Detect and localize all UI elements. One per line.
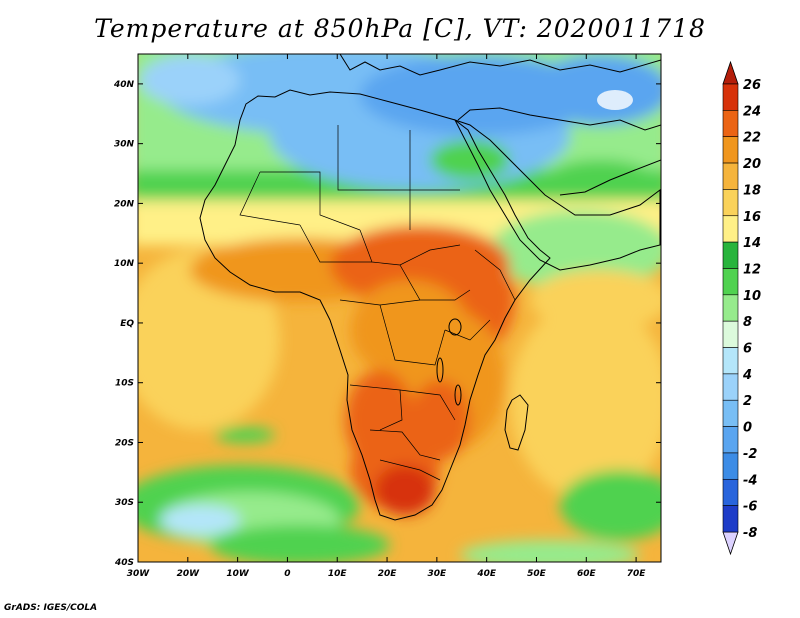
x-tick-label: 20W: [177, 569, 201, 579]
colorbar-segment: [722, 320, 739, 348]
x-tick-label: 50E: [527, 569, 547, 579]
x-tick-label: 30E: [428, 569, 448, 579]
colorbar-over-arrow: [722, 60, 739, 85]
colorbar-label: 18: [743, 183, 761, 198]
colorbar-segment: [722, 373, 739, 401]
colorbar-under-arrow: [722, 531, 739, 556]
y-tick-label: 20S: [115, 438, 134, 448]
map-frame: [137, 53, 662, 563]
colorbar-label: 20: [743, 157, 761, 172]
colorbar-label: 24: [743, 104, 761, 119]
colorbar-segment: [722, 399, 739, 427]
colorbar-label: 22: [743, 131, 761, 146]
colorbar-segment: [722, 347, 739, 375]
axis-ticks: 30W 20W 10W 0 10E 20E 30E 40E 50E 60E 70E 40N 30N 20N…: [113, 54, 661, 579]
colorbar-segment: [722, 110, 739, 138]
colorbar-label: -6: [743, 500, 757, 515]
x-tick-label: 30W: [127, 569, 151, 579]
colorbar-segment: [722, 268, 739, 296]
x-tick-label: 70E: [627, 569, 647, 579]
colorbar-label: 10: [743, 289, 761, 304]
x-tick-label: 40E: [476, 569, 497, 579]
colorbar-label: 2: [743, 394, 752, 409]
y-tick-label: 30N: [114, 140, 135, 150]
colorbar-segment: [722, 162, 739, 190]
x-tick-label: 10W: [226, 569, 250, 579]
colorbar-label: -8: [743, 526, 757, 541]
temperature-field: [138, 54, 661, 562]
y-tick-label: 10N: [114, 259, 135, 269]
colorbar-segment: [722, 426, 739, 454]
y-tick-label: 40N: [113, 80, 135, 90]
colorbar-label: -2: [743, 447, 757, 462]
x-tick-label: 0: [284, 569, 290, 579]
colorbar-segment: [722, 505, 739, 533]
colorbar-segment: [722, 241, 739, 269]
colorbar-segment: [722, 452, 739, 480]
colorbar-segment: [722, 478, 739, 506]
colorbar-segment: [722, 136, 739, 164]
x-tick-label: 20E: [378, 569, 398, 579]
y-tick-label: 10S: [115, 379, 134, 389]
colorbar-segment: [722, 189, 739, 217]
credit-label: GrADS: IGES/COLA: [4, 603, 98, 613]
colorbar-label: 0: [743, 421, 752, 436]
colorbar-label: 12: [743, 262, 761, 277]
colorbar-label: 6: [743, 342, 752, 357]
colorbar-label: 8: [743, 315, 752, 330]
y-tick-label: 40S: [114, 558, 134, 568]
colorbar-label: 14: [743, 236, 761, 251]
y-tick-label: 30S: [115, 498, 134, 508]
colorbar-label: 26: [743, 78, 761, 93]
colorbar-segment: [722, 294, 739, 322]
lakes: [436, 318, 462, 406]
y-tick-label: EQ: [120, 319, 134, 329]
country-borders: [239, 125, 516, 481]
colorbar-label: 16: [743, 210, 761, 225]
plot-title: Temperature at 850hPa [C], VT: 202001171…: [94, 14, 706, 43]
y-tick-label: 20N: [114, 199, 135, 209]
colorbar-segment: [722, 215, 739, 243]
colorbar-label: 4: [742, 368, 752, 383]
coastlines: [199, 54, 661, 521]
colorbar-segment: [722, 83, 739, 111]
x-tick-label: 60E: [577, 569, 597, 579]
colorbar-label: -4: [743, 473, 757, 488]
x-tick-label: 10E: [328, 569, 348, 579]
